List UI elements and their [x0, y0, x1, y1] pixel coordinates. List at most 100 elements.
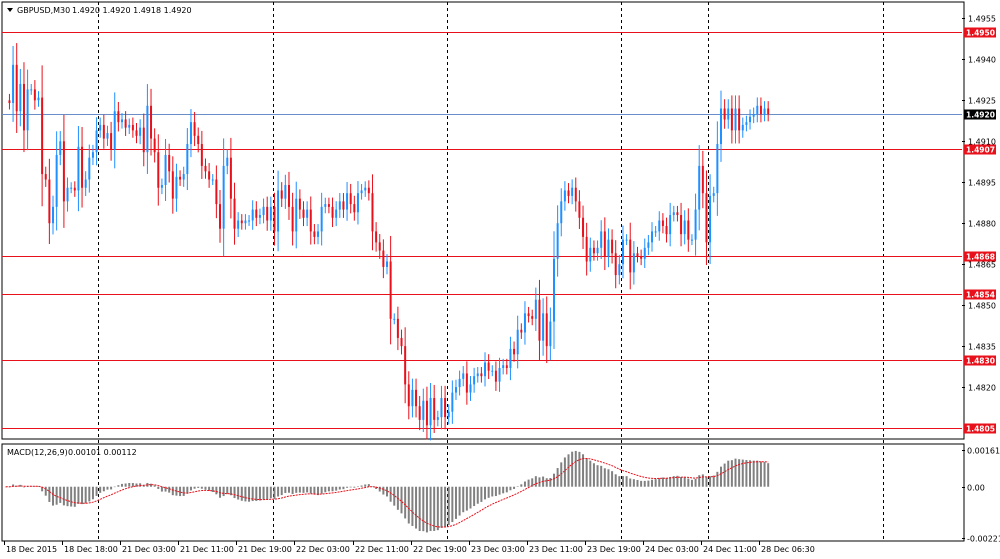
candle-body	[418, 406, 421, 420]
candle-body	[567, 190, 570, 196]
candle-body	[204, 165, 207, 172]
price-tick-label-3: 1.4910	[968, 138, 996, 147]
candle-41	[153, 128, 156, 163]
price-tick-label-8: 1.4835	[968, 343, 996, 352]
candle-47	[175, 163, 178, 212]
candle-body	[574, 187, 577, 202]
macd-bar-24	[91, 486, 94, 500]
macd-indicator-values: 0.00101 0.00112	[68, 448, 137, 457]
candle-body	[494, 370, 497, 382]
candle-body	[651, 231, 654, 243]
macd-bar-182	[665, 477, 668, 487]
level-label-5: 1.4805	[966, 425, 995, 434]
macd-bar-26	[99, 486, 102, 493]
macd-bar-45	[168, 486, 171, 493]
macd-bar-192	[701, 474, 704, 487]
candle-body	[647, 242, 650, 248]
candle-body	[208, 171, 211, 180]
candle-103	[378, 234, 381, 259]
macd-bar-185	[676, 475, 679, 487]
price-tick-label-9: 1.4820	[968, 384, 996, 393]
candle-body	[701, 165, 704, 194]
macd-bar-184	[672, 476, 675, 487]
macd-bar-156	[571, 451, 574, 487]
candle-15	[59, 131, 62, 166]
macd-bar-36	[135, 483, 138, 487]
candle-186	[680, 202, 683, 247]
symbol-label: GBPUSD,M30	[17, 6, 70, 15]
candle-73	[269, 196, 272, 231]
macd-bar-179	[654, 479, 657, 487]
macd-indicator-label: MACD(12,26,9)	[7, 448, 68, 457]
macd-bar-159	[582, 454, 585, 487]
candle-112	[411, 378, 414, 418]
candle-body	[295, 198, 298, 232]
candle-210	[767, 101, 770, 122]
candle-body	[745, 122, 748, 125]
candle-body	[571, 187, 574, 196]
candle-body	[211, 179, 214, 181]
macd-bar-162	[592, 463, 595, 487]
macd-bar-86	[317, 486, 320, 496]
candle-body	[400, 337, 403, 347]
macd-bar-119	[436, 486, 439, 531]
macd-bar-14	[55, 486, 58, 505]
candle-body	[756, 105, 759, 114]
candle-body	[709, 195, 712, 243]
level-label-3: 1.4854	[966, 291, 995, 300]
macd-bar-69	[255, 486, 258, 501]
candle-135	[494, 361, 497, 391]
candle-body	[563, 190, 566, 202]
macd-bar-138	[505, 486, 508, 493]
macd-bar-143	[523, 481, 526, 487]
candle-138	[505, 358, 508, 375]
macd-bar-164	[600, 465, 603, 487]
candle-body	[719, 108, 722, 145]
macd-bar-95	[349, 486, 352, 488]
candle-171	[625, 234, 628, 246]
macd-bar-202	[738, 459, 741, 487]
candle-33	[124, 111, 127, 136]
macd-bar-4	[19, 484, 22, 487]
candle-body	[327, 204, 330, 207]
macd-bar-130	[476, 486, 479, 504]
candle-157	[574, 177, 577, 212]
candle-80	[295, 181, 298, 249]
macd-bar-132	[484, 486, 487, 500]
candle-7	[30, 83, 33, 95]
candle-130	[476, 367, 479, 383]
macd-bar-27	[102, 486, 105, 492]
candle-body	[411, 389, 414, 407]
candle-144	[527, 306, 530, 323]
candle-60	[222, 138, 225, 257]
macd-bar-63	[233, 486, 236, 499]
candle-83	[306, 201, 309, 227]
candle-body	[396, 318, 399, 338]
triangle-down-icon[interactable]	[7, 8, 13, 12]
candle-30	[113, 92, 116, 169]
candle-body	[117, 111, 120, 123]
candle-51	[189, 109, 192, 158]
macd-bar-85	[313, 486, 316, 495]
macd-bar-168	[614, 474, 617, 487]
candle-body	[603, 231, 606, 257]
candle-163	[596, 240, 599, 261]
macd-bar-25	[95, 486, 98, 496]
candle-body	[338, 201, 341, 210]
candle-body	[346, 193, 349, 210]
candle-body	[454, 387, 457, 393]
candle-19	[73, 181, 76, 197]
macd-bar-82	[302, 486, 305, 493]
macd-bar-68	[251, 486, 254, 502]
macd-bar-90	[331, 486, 334, 492]
candle-body	[269, 206, 272, 221]
candle-body	[767, 108, 770, 114]
candle-4	[19, 68, 22, 127]
macd-bar-126	[462, 486, 465, 513]
candle-body	[37, 97, 40, 101]
candle-52	[193, 111, 196, 147]
candle-21	[81, 126, 84, 208]
candle-body	[676, 212, 679, 216]
